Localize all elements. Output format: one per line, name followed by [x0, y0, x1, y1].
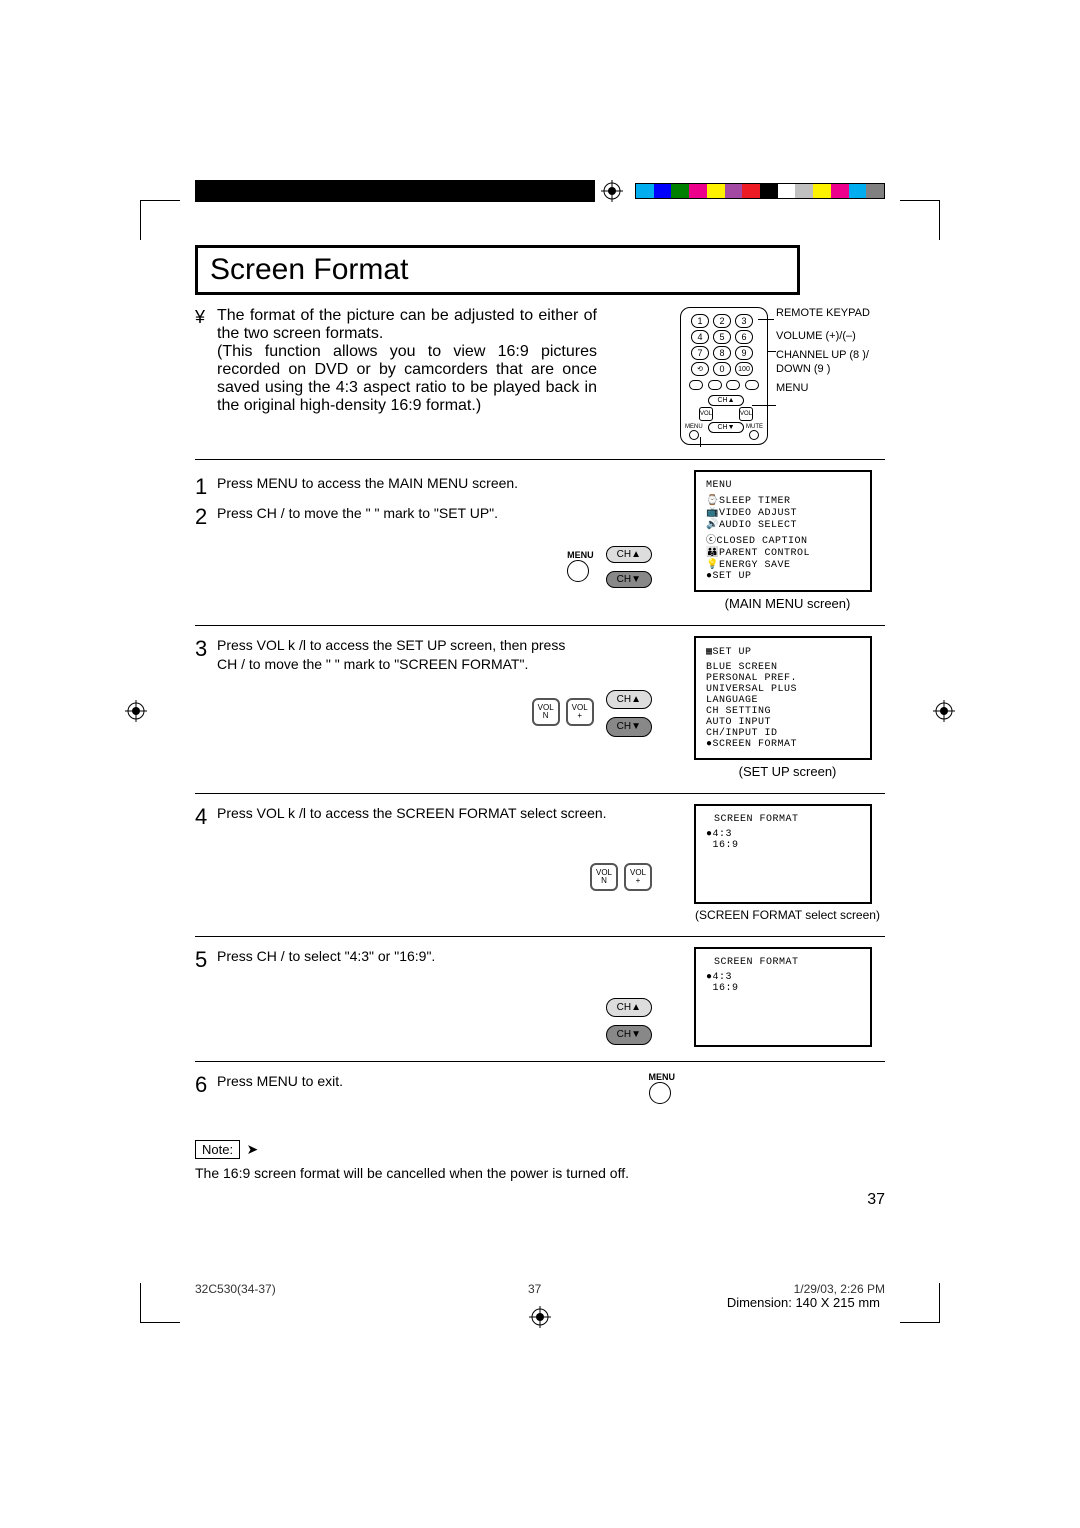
- page-number: 37: [867, 1191, 885, 1209]
- ch-up-button-icon: CH▲: [606, 690, 652, 710]
- tv-menu-item: ●SCREEN FORMAT: [706, 739, 860, 750]
- step-5-section: 5 Press CH / to select "4:3" or "16:9". …: [195, 947, 885, 1062]
- ch-down-button-icon: CH▼: [606, 717, 652, 737]
- step-1-text: Press MENU to access the MAIN MENU scree…: [217, 474, 680, 500]
- registration-mark-icon: [125, 700, 147, 722]
- step-3a-text: Press VOL k /l to access the SET UP scre…: [217, 636, 680, 655]
- note-section: Note: ➤ The 16:9 screen format will be c…: [195, 1140, 885, 1181]
- tv-menu-item: ●SET UP: [706, 571, 860, 582]
- screen-format-screen-1: SCREEN FORMAT ●4:3 16:9: [694, 804, 872, 904]
- ch-down-button-icon: CH▼: [606, 1025, 652, 1045]
- tv-menu-item: 16:9: [706, 983, 860, 994]
- registration-mark-icon: [933, 700, 955, 722]
- step-6-text: Press MENU to exit.: [217, 1072, 649, 1091]
- ch-up-button-icon: CH▲: [606, 546, 652, 563]
- remote-diagram: 123 456 789 ⟲0100 CH▲ VOLVOL CH▼ MENU MU…: [680, 307, 885, 445]
- crop-mark: [140, 1283, 180, 1323]
- step-number: 1: [195, 474, 217, 500]
- menu-button-icon: [649, 1082, 671, 1104]
- screen-format-screen-2: SCREEN FORMAT ●4:3 16:9: [694, 947, 872, 1047]
- black-band: [195, 180, 595, 202]
- intro-section: ¥ The format of the picture can be adjus…: [195, 307, 885, 460]
- step-4-text: Press VOL k /l to access the SCREEN FORM…: [217, 804, 680, 823]
- step-4-section: 4 Press VOL k /l to access the SCREEN FO…: [195, 804, 885, 937]
- section-title: Screen Format: [210, 253, 785, 287]
- note-arrow-icon: ➤: [247, 1141, 259, 1157]
- tv-caption: (MAIN MENU screen): [690, 596, 885, 611]
- main-menu-screen: MENU ⌚SLEEP TIMER📺VIDEO ADJUST🔊AUDIO SEL…: [694, 470, 872, 592]
- setup-screen: ▦SET UP BLUE SCREENPERSONAL PREF.UNIVERS…: [694, 636, 872, 760]
- vol-up-button-icon: VOL +: [624, 863, 652, 891]
- ch-up-button-icon: CH▲: [606, 998, 652, 1018]
- step-number: 6: [195, 1072, 217, 1098]
- tv-menu-item: AUTO INPUT: [706, 717, 860, 728]
- intro-line: The format of the picture can be adjuste…: [217, 307, 597, 343]
- tv-title: MENU: [706, 480, 860, 491]
- tv-title: ▦SET UP: [706, 646, 860, 658]
- print-registration-bar: [195, 180, 885, 202]
- tv-menu-item: 👪PARENT CONTROL: [706, 547, 860, 559]
- note-text: The 16:9 screen format will be cancelled…: [195, 1165, 885, 1181]
- tv-menu-item: BLUE SCREEN: [706, 662, 860, 673]
- registration-mark-icon: [601, 180, 623, 202]
- vol-down-button-icon: VOL N: [590, 863, 618, 891]
- remote-callouts: REMOTE KEYPAD VOLUME (+)/(–) CHANNEL UP …: [776, 307, 885, 401]
- dimension-label: Dimension: 140 X 215 mm: [727, 1295, 880, 1310]
- step-6-section: 6 Press MENU to exit. MENU: [195, 1072, 885, 1118]
- crop-mark: [900, 200, 940, 240]
- tv-menu-item: LANGUAGE: [706, 695, 860, 706]
- tv-menu-item: ⓒCLOSED CAPTION: [706, 531, 860, 547]
- tv-menu-item: UNIVERSAL PLUS: [706, 684, 860, 695]
- step-number: 2: [195, 504, 217, 530]
- callout-keypad: REMOTE KEYPAD: [776, 307, 885, 320]
- tv-menu-item: 📺VIDEO ADJUST: [706, 507, 860, 519]
- callout-volume: VOLUME (+)/(–): [776, 330, 885, 343]
- tv-menu-item: ●4:3: [706, 972, 860, 983]
- step-number: 4: [195, 804, 217, 830]
- color-calibration-bar: [635, 183, 885, 199]
- tv-menu-item: ⌚SLEEP TIMER: [706, 495, 860, 507]
- tv-menu-item: PERSONAL PREF.: [706, 673, 860, 684]
- callout-channel: CHANNEL UP (8 )/ DOWN (9 ): [776, 349, 885, 375]
- menu-button-icon: [567, 560, 589, 582]
- footer-doc-id: 32C530(34-37): [195, 1282, 276, 1296]
- crop-mark: [900, 1283, 940, 1323]
- vol-down-button-icon: VOL N: [532, 698, 560, 726]
- tv-menu-item: 💡ENERGY SAVE: [706, 559, 860, 571]
- tv-menu-item: 16:9: [706, 840, 860, 851]
- menu-label: MENU: [567, 550, 594, 560]
- ch-down-button-icon: CH▼: [606, 571, 652, 588]
- registration-mark-icon: [529, 1306, 551, 1328]
- tv-title: SCREEN FORMAT: [714, 957, 860, 968]
- step-1-2-section: 1 Press MENU to access the MAIN MENU scr…: [195, 470, 885, 626]
- note-label: Note:: [195, 1140, 240, 1159]
- crop-mark: [140, 200, 180, 240]
- bullet-icon: ¥: [195, 307, 217, 328]
- page-content: Screen Format ¥ The format of the pictur…: [195, 245, 885, 1181]
- tv-menu-item: ●4:3: [706, 829, 860, 840]
- callout-menu: MENU: [776, 382, 885, 395]
- tv-caption: (SCREEN FORMAT select screen): [690, 908, 885, 922]
- tv-caption: (SET UP screen): [690, 764, 885, 779]
- tv-menu-item: CH/INPUT ID: [706, 728, 860, 739]
- intro-text: The format of the picture can be adjuste…: [217, 307, 680, 415]
- tv-title: SCREEN FORMAT: [714, 814, 860, 825]
- step-2-text: Press CH / to move the " " mark to "SET …: [217, 504, 680, 530]
- tv-menu-item: 🔊AUDIO SELECT: [706, 519, 860, 531]
- step-3b-text: CH / to move the " " mark to "SCREEN FOR…: [217, 655, 680, 674]
- menu-label: MENU: [649, 1072, 676, 1082]
- print-footer: 32C530(34-37) 37 1/29/03, 2:26 PM: [195, 1282, 885, 1296]
- remote-control-icon: 123 456 789 ⟲0100 CH▲ VOLVOL CH▼ MENU MU…: [680, 307, 768, 445]
- tv-menu-item: CH SETTING: [706, 706, 860, 717]
- vol-up-button-icon: VOL +: [566, 698, 594, 726]
- step-5-text: Press CH / to select "4:3" or "16:9".: [217, 947, 680, 966]
- step-number: 3: [195, 636, 217, 662]
- footer-timestamp: 1/29/03, 2:26 PM: [794, 1282, 885, 1296]
- step-3-section: 3 Press VOL k /l to access the SET UP sc…: [195, 636, 885, 794]
- step-number: 5: [195, 947, 217, 973]
- footer-page: 37: [528, 1282, 541, 1296]
- section-title-frame: Screen Format: [195, 245, 800, 295]
- intro-detail: (This function allows you to view 16:9 p…: [217, 343, 597, 415]
